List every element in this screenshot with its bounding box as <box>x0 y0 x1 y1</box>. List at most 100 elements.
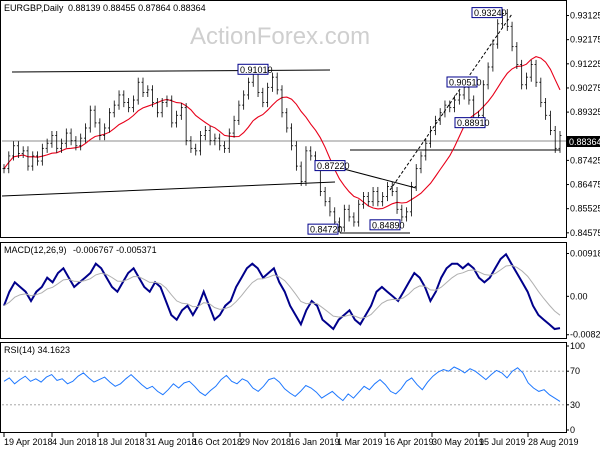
price-bar <box>304 146 308 186</box>
price-tick-label: 0.89325 <box>570 107 600 117</box>
price-bar <box>40 143 44 166</box>
price-bar <box>36 151 40 166</box>
macd-axis: 0.009181 0.00 -0.008225 <box>566 248 600 340</box>
annotation-label: 0.93240 <box>471 7 507 19</box>
price-bar <box>323 186 327 207</box>
price-bar <box>275 72 279 95</box>
x-tick-label: 16 Apr 2019 <box>385 437 434 447</box>
price-bar <box>237 100 241 125</box>
rsi-tick-label: 70 <box>570 366 580 376</box>
svg-text:0.84890: 0.84890 <box>372 220 405 230</box>
price-bar <box>395 186 399 214</box>
rsi-tick-label: 0 <box>570 425 575 435</box>
price-bar <box>419 151 423 174</box>
price-bar <box>213 133 217 146</box>
price-bar <box>261 87 265 108</box>
price-tick-label: 0.85525 <box>570 204 600 214</box>
price-bar <box>222 141 226 153</box>
price-bar <box>179 103 183 120</box>
price-bar <box>21 146 25 158</box>
price-bar <box>376 186 380 207</box>
price-bar <box>290 123 294 151</box>
price-bar <box>60 138 64 153</box>
price-bar <box>79 133 83 151</box>
price-bar <box>424 138 428 161</box>
macd-lines <box>3 252 561 331</box>
price-bar <box>131 95 135 113</box>
price-annotations: 0.93240 0.91010 0.90510 0.88910 0.87220 0.847… <box>237 7 507 235</box>
macd-line <box>3 252 561 331</box>
annotation-label: 0.87220 <box>314 160 350 172</box>
price-bar <box>103 123 107 141</box>
price-bar <box>405 207 409 222</box>
price-bar <box>409 181 413 217</box>
price-bar <box>189 136 193 153</box>
price-bar <box>524 72 528 90</box>
price-bar <box>299 161 303 186</box>
price-bar <box>69 128 73 146</box>
price-bar <box>414 164 418 192</box>
x-tick-label: 1 Mar 2019 <box>337 437 383 447</box>
annotation-label: 0.90510 <box>446 76 482 88</box>
price-bar <box>548 110 552 136</box>
price-bar <box>83 123 87 143</box>
x-tick-label: 18 Jul 2018 <box>98 437 145 447</box>
price-bar <box>443 100 447 118</box>
price-tick-label: 0.86475 <box>570 180 600 190</box>
price-bar <box>390 181 394 197</box>
price-bar <box>151 85 155 108</box>
price-bar <box>98 118 102 141</box>
price-bar <box>199 131 203 156</box>
price-bar <box>280 85 284 118</box>
x-tick-label: 31 Aug 2018 <box>146 437 197 447</box>
price-bar <box>227 128 231 153</box>
price-bar <box>347 204 351 222</box>
price-bar <box>486 62 490 90</box>
price-tick-label: 0.91225 <box>570 59 600 69</box>
price-bar <box>50 131 54 148</box>
svg-text:0.88910: 0.88910 <box>457 118 490 128</box>
price-bar <box>127 98 131 113</box>
price-bar <box>515 42 519 70</box>
price-bar <box>481 80 485 120</box>
x-tick-label: 16 Jan 2019 <box>290 437 340 447</box>
price-bar <box>366 192 370 207</box>
macd-name: MACD(12,26,9) <box>4 245 67 255</box>
price-bar <box>361 192 365 209</box>
price-bar <box>328 197 332 217</box>
svg-text:0.93240: 0.93240 <box>474 8 507 18</box>
price-bar <box>520 59 524 90</box>
macd-tick-label: 0.009181 <box>570 248 600 258</box>
price-bar <box>294 141 298 171</box>
ohlc-header: 0.88139 0.88455 0.87864 0.88364 <box>68 3 206 13</box>
price-bar <box>136 77 140 105</box>
x-tick-label: 28 Aug 2019 <box>528 437 579 447</box>
price-bar <box>453 95 457 113</box>
price-bar <box>400 204 404 222</box>
price-bar <box>194 143 198 156</box>
price-bar <box>203 125 207 141</box>
price-bar <box>117 90 121 110</box>
price-bar <box>510 21 514 52</box>
price-bar <box>74 136 78 151</box>
price-bar <box>218 133 222 151</box>
price-bar <box>381 192 385 207</box>
svg-text:0.88364: 0.88364 <box>569 137 600 147</box>
price-bar <box>26 146 30 171</box>
price-bar <box>242 90 246 110</box>
macd-tick-label: 0.00 <box>570 291 588 301</box>
macd-signal-line <box>3 264 561 319</box>
price-bar <box>371 186 375 207</box>
price-bar <box>270 72 274 92</box>
price-bar <box>529 59 533 82</box>
svg-text:0.90510: 0.90510 <box>449 77 482 87</box>
price-bar <box>112 100 116 118</box>
rsi-axis: 100 70 30 0 <box>566 341 585 435</box>
price-bar <box>246 77 250 100</box>
price-bar <box>333 207 337 227</box>
symbol-header: EURGBP,Daily <box>4 3 64 13</box>
price-bar <box>352 212 356 227</box>
price-bar <box>93 105 97 128</box>
price-bar <box>357 199 361 227</box>
